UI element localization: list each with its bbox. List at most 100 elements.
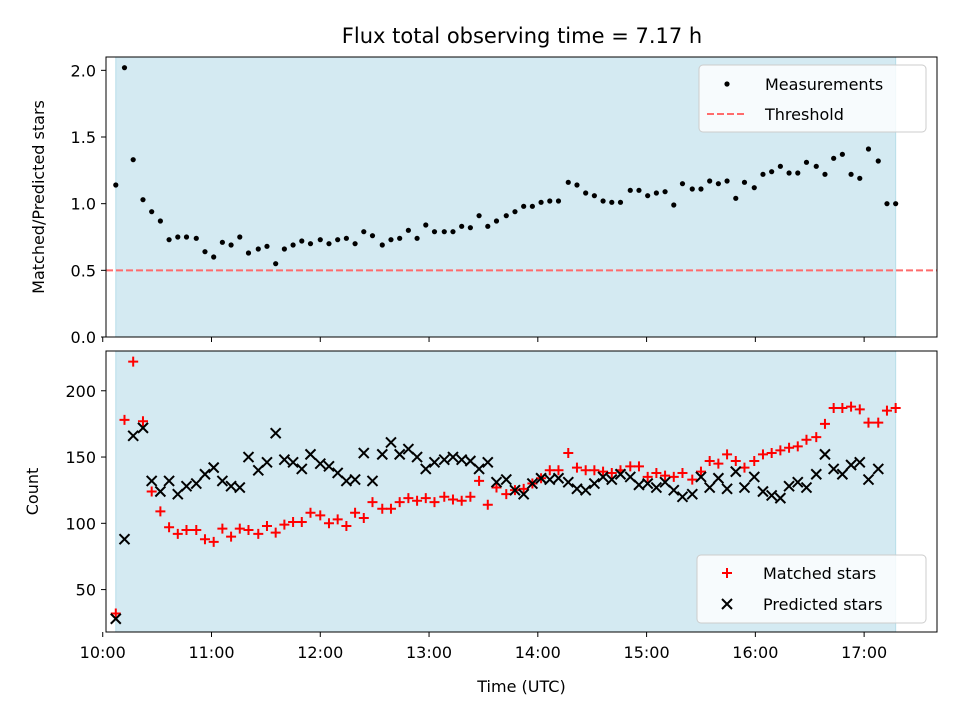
measurement-point xyxy=(512,209,518,215)
predicted-star-point xyxy=(535,472,547,484)
predicted-star-point xyxy=(393,448,406,461)
matched-star-point xyxy=(491,482,502,493)
predicted-star-point xyxy=(836,468,849,480)
predicted-star-point xyxy=(234,481,246,494)
predicted-star-point xyxy=(686,488,698,500)
matched-star-point xyxy=(749,456,760,467)
predicted-star-point xyxy=(349,473,361,486)
matched-star-point xyxy=(261,520,272,531)
predicted-star-point xyxy=(455,453,468,466)
predicted-star-point xyxy=(517,488,530,500)
measurement-point xyxy=(202,249,208,255)
x-tick-label: 16:00 xyxy=(732,643,778,662)
measurement-point xyxy=(467,225,473,231)
predicted-star-point xyxy=(411,451,423,463)
matched-star-point xyxy=(660,470,671,481)
measurement-point xyxy=(741,179,748,185)
predicted-star-point xyxy=(721,483,733,495)
predicted-star-point xyxy=(278,453,291,466)
matched-star-point xyxy=(279,519,290,530)
measurement-point xyxy=(609,199,615,205)
axes-frame xyxy=(105,350,938,633)
matched-star-point xyxy=(191,524,202,535)
measurement-point xyxy=(679,181,686,187)
matched-star-point xyxy=(687,474,698,485)
measurement-point xyxy=(529,203,535,209)
measurement-point xyxy=(140,197,146,203)
measurement-point xyxy=(627,187,633,193)
matched-star-point xyxy=(757,449,768,460)
predicted-star-point xyxy=(792,476,804,488)
predicted-star-point xyxy=(145,475,158,487)
predicted-star-point xyxy=(757,485,769,498)
matched-star-point xyxy=(589,465,600,476)
y-tick-label: 100 xyxy=(65,514,96,533)
measurement-point xyxy=(795,170,801,176)
predicted-star-point xyxy=(544,473,556,486)
measurement-point xyxy=(149,209,155,215)
measurement-point xyxy=(121,65,128,71)
predicted-star-point xyxy=(385,436,397,449)
measurement-point xyxy=(113,182,119,188)
measurement-point xyxy=(361,229,367,235)
measurement-point xyxy=(175,234,181,240)
y-tick-label: 0.5 xyxy=(71,261,96,280)
matched-star-point xyxy=(253,528,264,539)
measurement-point xyxy=(431,229,438,235)
matched-star-point xyxy=(429,497,440,508)
predicted-star-point xyxy=(287,456,299,469)
matched-star-point xyxy=(128,356,139,367)
predicted-star-point xyxy=(614,468,627,480)
predicted-star-point xyxy=(810,468,822,480)
matched-star-point xyxy=(217,523,228,534)
predicted-star-point xyxy=(695,471,707,483)
measurement-point xyxy=(813,163,819,169)
y-tick-label: 1.0 xyxy=(71,195,96,214)
measurement-point xyxy=(865,146,872,152)
measurement-point xyxy=(503,213,509,219)
measurement-point xyxy=(733,195,739,201)
measurement-point xyxy=(777,163,783,169)
measurement-point xyxy=(414,235,420,241)
measurement-point xyxy=(662,189,668,195)
matched-star-point xyxy=(315,510,326,521)
y-axis-label: Count xyxy=(23,468,42,516)
predicted-star-point xyxy=(827,463,840,475)
predicted-star-point xyxy=(774,492,787,504)
matched-star-point xyxy=(367,497,378,508)
predicted-star-point xyxy=(668,484,680,496)
legend: Measurements Threshold xyxy=(698,64,927,133)
measurement-point xyxy=(379,242,385,248)
matched-star-point xyxy=(668,471,679,482)
matched-star-point xyxy=(420,493,431,504)
matched-star-point xyxy=(881,405,892,416)
matched-star-point xyxy=(296,516,307,527)
x-axis-label: Time (UTC) xyxy=(476,677,565,696)
measurement-point xyxy=(786,170,792,176)
matched-star-point xyxy=(811,432,822,443)
legend-measurements-marker xyxy=(724,81,730,87)
top-panel: 0.0 0.5 1.0 1.5 2.0 Matched/Predicted stars Me… xyxy=(29,56,938,347)
legend-matched-label: Matched stars xyxy=(763,564,876,583)
matched-star-point xyxy=(350,507,361,518)
matched-star-point xyxy=(110,608,121,619)
x-tick-label: 14:00 xyxy=(515,643,561,662)
y-tick-label: 150 xyxy=(65,448,96,467)
measurement-point xyxy=(715,181,721,187)
matched-star-point xyxy=(403,493,414,504)
measurement-point xyxy=(893,201,899,207)
predicted-star-point xyxy=(323,460,335,473)
matched-star-point xyxy=(873,417,884,428)
predicted-star-point xyxy=(588,477,601,490)
matched-star-point xyxy=(518,483,529,494)
measurement-point xyxy=(698,186,704,192)
measurement-point xyxy=(326,241,332,247)
measurement-point xyxy=(547,198,553,204)
measurement-point xyxy=(264,243,270,249)
y-tick-label: 1.5 xyxy=(71,128,96,147)
matched-star-point xyxy=(465,491,476,502)
measurement-point xyxy=(281,246,287,252)
predicted-star-point xyxy=(526,477,539,490)
measurement-point xyxy=(671,202,677,208)
